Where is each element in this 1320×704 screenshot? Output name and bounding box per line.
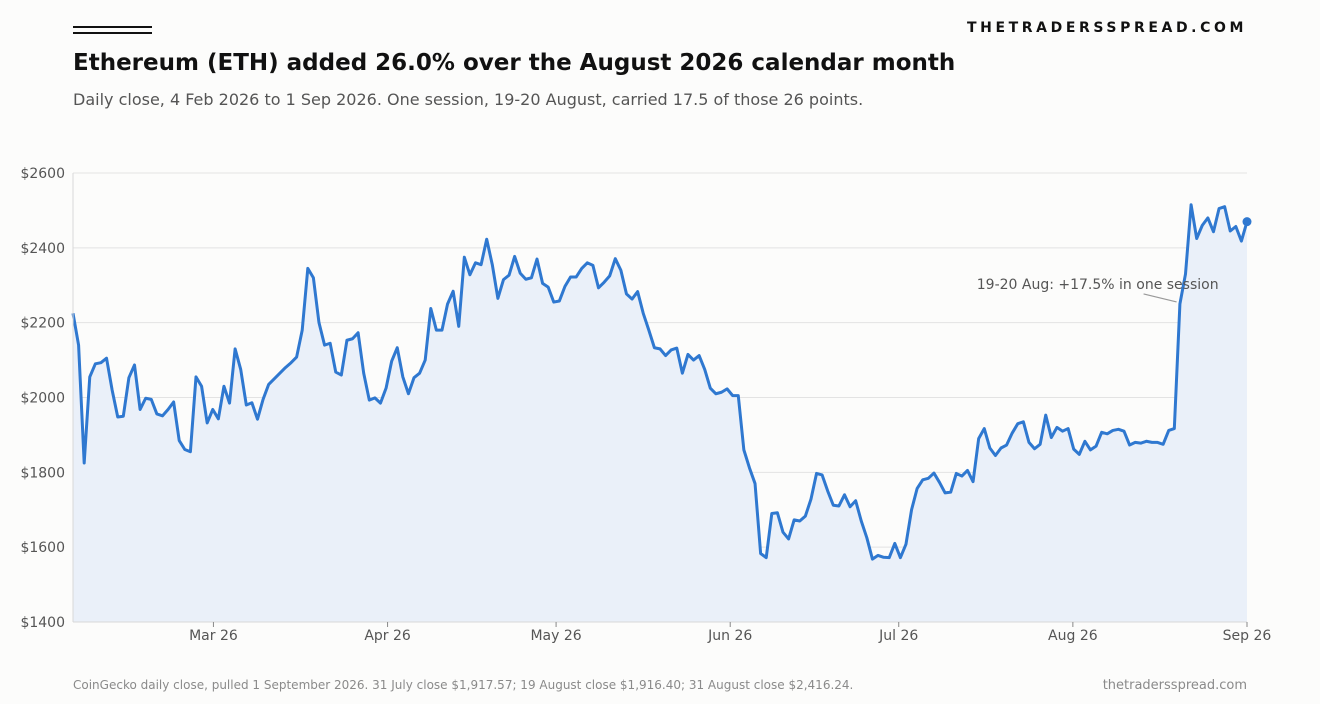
footer-site-link: thetradersspread.com (1102, 678, 1247, 693)
footer-source-note: CoinGecko daily close, pulled 1 Septembe… (73, 678, 854, 692)
x-tick-label: Mar 26 (189, 628, 238, 644)
chart-title: Ethereum (ETH) added 26.0% over the Augu… (73, 50, 956, 76)
axes: Mar 26 Apr 26 May 26 Jun 26 Jul 26 Aug 26 Sep … (72, 173, 1272, 644)
x-tick-label: Sep 26 (1223, 628, 1272, 644)
y-tick-label: $1600 (20, 540, 65, 556)
y-tick-label: $1800 (20, 465, 65, 481)
y-tick-label: $2000 (20, 391, 65, 407)
y-tick-label: $2200 (20, 316, 65, 332)
annotation-leader-line (1143, 293, 1177, 303)
x-tick-label: May 26 (530, 628, 581, 644)
last-value-marker (1242, 217, 1252, 227)
y-tick-label: $2400 (20, 241, 65, 257)
x-tick-label: Apr 26 (364, 628, 411, 644)
annotation-label: 19-20 Aug: +17.5% in one session (977, 277, 1219, 293)
x-tick-label: Jun 26 (707, 628, 752, 644)
annotation-group: 19-20 Aug: +17.5% in one session (977, 277, 1219, 303)
title-rule-bottom (73, 32, 152, 34)
y-tick-label: $2600 (20, 166, 65, 182)
brand-wordmark: THETRADERSSPREAD.COM (967, 20, 1247, 36)
x-tick-label: Jul 26 (878, 628, 918, 644)
grid-lines: $1400 $1600 $1800 $2000 $2200 $2400 $2600 (20, 166, 1247, 631)
y-tick-label: $1400 (20, 615, 65, 631)
title-rule-top (73, 26, 152, 28)
x-tick-label: Aug 26 (1048, 628, 1098, 644)
price-line (71, 203, 1249, 561)
area-fill (73, 204, 1247, 623)
chart-subtitle: Daily close, 4 Feb 2026 to 1 Sep 2026. O… (73, 90, 864, 109)
